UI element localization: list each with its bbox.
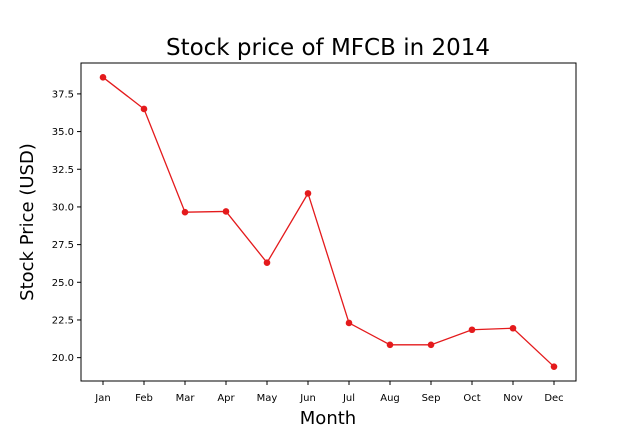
x-tick-label: Dec [544, 393, 563, 404]
x-tick-label: Nov [503, 393, 523, 404]
y-tick-label: 22.5 [52, 315, 74, 326]
data-point-may [263, 259, 271, 266]
data-point-mar [181, 208, 189, 216]
y-tick-label: 37.5 [52, 89, 74, 100]
data-point-dec [550, 363, 558, 370]
x-tick-label: Aug [380, 393, 400, 404]
series-line [102, 76, 555, 368]
x-tick-label: May [257, 393, 278, 404]
data-point-apr [222, 208, 230, 215]
data-point-jul [345, 319, 353, 327]
y-axis: 20.0 22.5 25.0 27.5 30.0 32.5 35.0 37.5 [52, 89, 81, 364]
y-tick-label: 30.0 [52, 202, 74, 213]
y-axis-label: Stock Price (USD) [17, 143, 38, 301]
data-point-oct [468, 326, 476, 334]
y-tick-label: 35.0 [52, 127, 74, 138]
chart-title: Stock price of MFCB in 2014 [166, 35, 490, 61]
x-tick-label: Jun [299, 393, 316, 404]
data-point-aug [386, 341, 394, 349]
x-tick-label: Apr [217, 393, 235, 404]
x-tick-label: Mar [176, 393, 196, 404]
y-tick-label: 32.5 [52, 165, 74, 176]
data-point-jan [99, 74, 107, 81]
data-points [99, 74, 558, 370]
plot-area [80, 62, 577, 382]
y-tick-label: 20.0 [52, 353, 74, 364]
x-axis-label: Month [300, 408, 356, 429]
x-tick-label: Jul [342, 393, 355, 404]
x-axis: Jan Feb Mar Apr May Jun Jul Aug Sep Oct Nov Dec [94, 381, 564, 404]
data-point-jun [304, 190, 312, 197]
x-tick-label: Oct [463, 393, 480, 404]
x-tick-label: Jan [94, 393, 110, 404]
data-point-feb [140, 105, 148, 113]
data-point-sep [427, 341, 435, 349]
y-tick-label: 25.0 [52, 278, 74, 289]
x-tick-label: Feb [135, 393, 153, 404]
data-point-nov [509, 324, 517, 332]
y-tick-label: 27.5 [52, 240, 74, 251]
x-tick-label: Sep [422, 393, 441, 404]
